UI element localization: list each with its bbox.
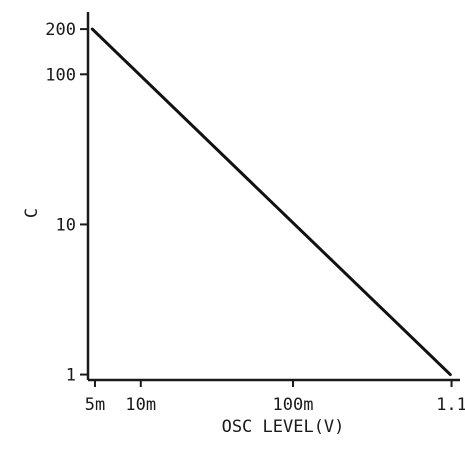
x-tick-label: 100m <box>273 395 314 415</box>
series-layer <box>90 27 452 377</box>
y-axis-title: C <box>22 208 42 218</box>
x-axis-title: OSC LEVEL(V) <box>222 417 345 437</box>
x-tick-label: 5m <box>85 395 105 415</box>
y-ticks: 1 10 100 200 <box>45 20 88 386</box>
plot-area: 5m 10m 100m 1.1 1 10 100 200 <box>45 12 465 415</box>
x-ticks: 5m 10m 100m 1.1 <box>85 380 465 415</box>
x-tick-label: 10m <box>125 395 156 415</box>
y-tick-label: 200 <box>45 20 76 40</box>
y-tick-label: 1 <box>66 366 76 386</box>
y-tick-label: 100 <box>45 65 76 85</box>
series-line <box>90 27 452 377</box>
x-tick-label: 1.1 <box>436 395 465 415</box>
y-tick-label: 10 <box>56 215 76 235</box>
